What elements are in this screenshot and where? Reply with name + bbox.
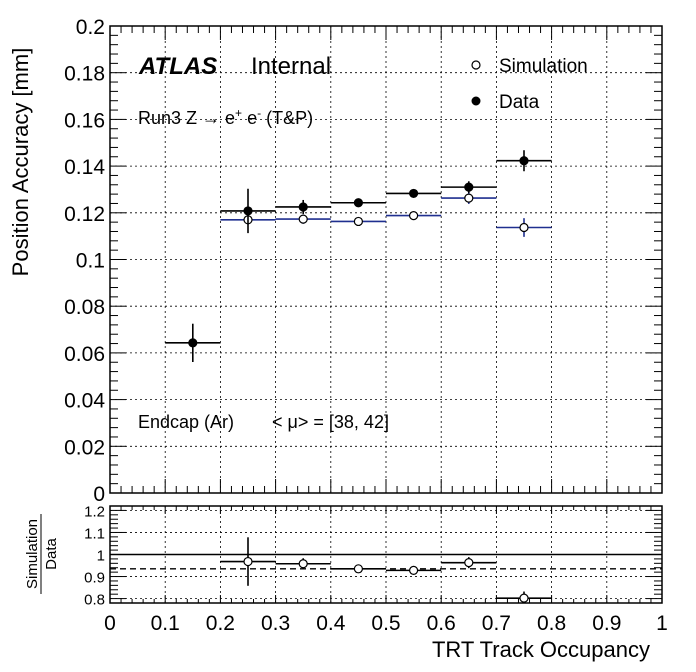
data-point-5 <box>464 182 474 192</box>
main-y-tick-label-8: 0.16 <box>64 109 105 132</box>
ratio-point-1 <box>298 559 308 569</box>
legend-marker-data <box>471 96 481 106</box>
main-y-tick-label-6: 0.12 <box>64 203 105 226</box>
main-y-tick-label-10: 0.2 <box>76 16 105 39</box>
ratio-y-tick-label-1: 0.9 <box>84 570 105 587</box>
main-y-tick-labels: 0 0.02 0.04 0.06 0.08 0.1 0.12 0.14 0.16 0.18 0.2 <box>64 16 105 506</box>
main-plot-frame <box>109 25 663 494</box>
x-tick-label-1: 0.1 <box>151 612 180 635</box>
x-tick-label-7: 0.7 <box>482 612 511 635</box>
ratio-point-4 <box>464 558 474 568</box>
x-tick-label-3: 0.3 <box>261 612 290 635</box>
ratio-y-tick-label-4: 1.2 <box>84 503 105 520</box>
atlas-sublabel: Internal <box>251 53 331 80</box>
main-y-tick-label-9: 0.18 <box>64 63 105 86</box>
main-grid <box>110 26 662 493</box>
x-tick-label-6: 0.6 <box>427 612 456 635</box>
legend-marker-simulation <box>471 60 481 70</box>
ratio-series <box>220 537 552 603</box>
ratio-point-3 <box>409 565 419 575</box>
x-tick-labels: 0 0.1 0.2 0.3 0.4 0.5 0.6 0.7 0.8 0.9 1 <box>104 612 668 635</box>
main-y-axis-title: Position Accuracy [mm] <box>8 48 33 277</box>
x-axis-title: TRT Track Occupancy <box>432 637 650 662</box>
data-point-0 <box>188 338 198 348</box>
legend: Simulation Data <box>471 56 588 113</box>
ratio-y-tick-labels: 0.8 0.9 1 1.1 1.2 <box>84 503 105 608</box>
x-tick-label-2: 0.2 <box>206 612 235 635</box>
x-tick-label-4: 0.4 <box>316 612 346 635</box>
main-y-tick-label-3: 0.06 <box>64 343 105 366</box>
simulation-point-5 <box>519 222 529 233</box>
ratio-point-2 <box>353 564 363 574</box>
main-ticks <box>109 25 663 494</box>
x-tick-label-0: 0 <box>104 612 116 635</box>
ratio-y-tick-label-0: 0.8 <box>84 592 105 609</box>
main-y-tick-label-2: 0.04 <box>64 390 105 413</box>
main-y-tick-label-1: 0.02 <box>64 436 105 459</box>
main-y-tick-label-5: 0.1 <box>76 250 105 273</box>
main-y-tick-label-7: 0.14 <box>64 156 105 179</box>
ratio-y-tick-label-2: 1 <box>97 548 105 565</box>
legend-label-data: Data <box>499 92 540 113</box>
data-point-2 <box>298 202 308 212</box>
x-tick-label-10: 1 <box>656 612 668 635</box>
main-y-tick-label-4: 0.08 <box>64 296 105 319</box>
x-tick-label-9: 0.9 <box>592 612 621 635</box>
x-tick-label-5: 0.5 <box>371 612 400 635</box>
data-point-3 <box>353 198 363 208</box>
atlas-label: ATLAS <box>138 53 217 80</box>
simulation-point-1 <box>298 214 308 224</box>
simulation-point-2 <box>353 216 363 227</box>
ratio-y-title-denominator: Data <box>43 538 60 570</box>
pileup-annotation: < μ> = [38, 42] <box>272 412 389 432</box>
data-point-1 <box>243 206 253 216</box>
simulation-point-4 <box>464 193 474 203</box>
region-annotation: Endcap (Ar) <box>138 412 234 432</box>
ratio-point-5 <box>519 593 529 603</box>
x-tick-label-8: 0.8 <box>537 612 566 635</box>
data-point-4 <box>409 188 419 199</box>
simulation-point-3 <box>409 211 419 221</box>
process-annotation: Run3 Z → e+ e- (T&P) <box>138 106 313 128</box>
ratio-point-0 <box>243 556 253 567</box>
main-y-tick-label-0: 0 <box>93 483 105 506</box>
legend-label-simulation: Simulation <box>499 56 588 77</box>
ratio-y-axis-title: Simulation Data <box>24 514 60 594</box>
main-series <box>165 150 552 363</box>
data-point-6 <box>519 156 529 166</box>
ratio-y-tick-label-3: 1.1 <box>84 525 105 542</box>
ratio-y-title-numerator: Simulation <box>24 519 41 589</box>
